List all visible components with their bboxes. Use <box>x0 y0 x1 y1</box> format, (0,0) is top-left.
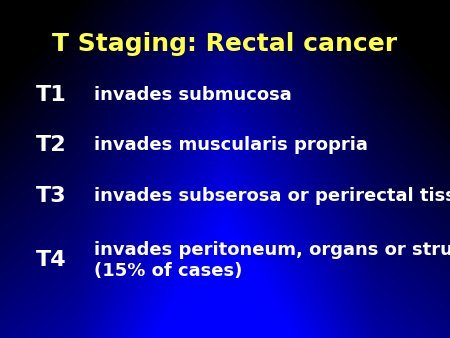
Text: T2: T2 <box>36 135 67 155</box>
Text: invades submucosa: invades submucosa <box>94 86 292 104</box>
Text: invades muscularis propria: invades muscularis propria <box>94 136 369 154</box>
Text: invades subserosa or perirectal tissues: invades subserosa or perirectal tissues <box>94 187 450 205</box>
Text: T Staging: Rectal cancer: T Staging: Rectal cancer <box>53 32 397 56</box>
Text: T4: T4 <box>36 250 67 270</box>
Text: invades peritoneum, organs or structures
(15% of cases): invades peritoneum, organs or structures… <box>94 241 450 280</box>
Text: T3: T3 <box>36 186 67 206</box>
Text: T1: T1 <box>36 84 67 105</box>
